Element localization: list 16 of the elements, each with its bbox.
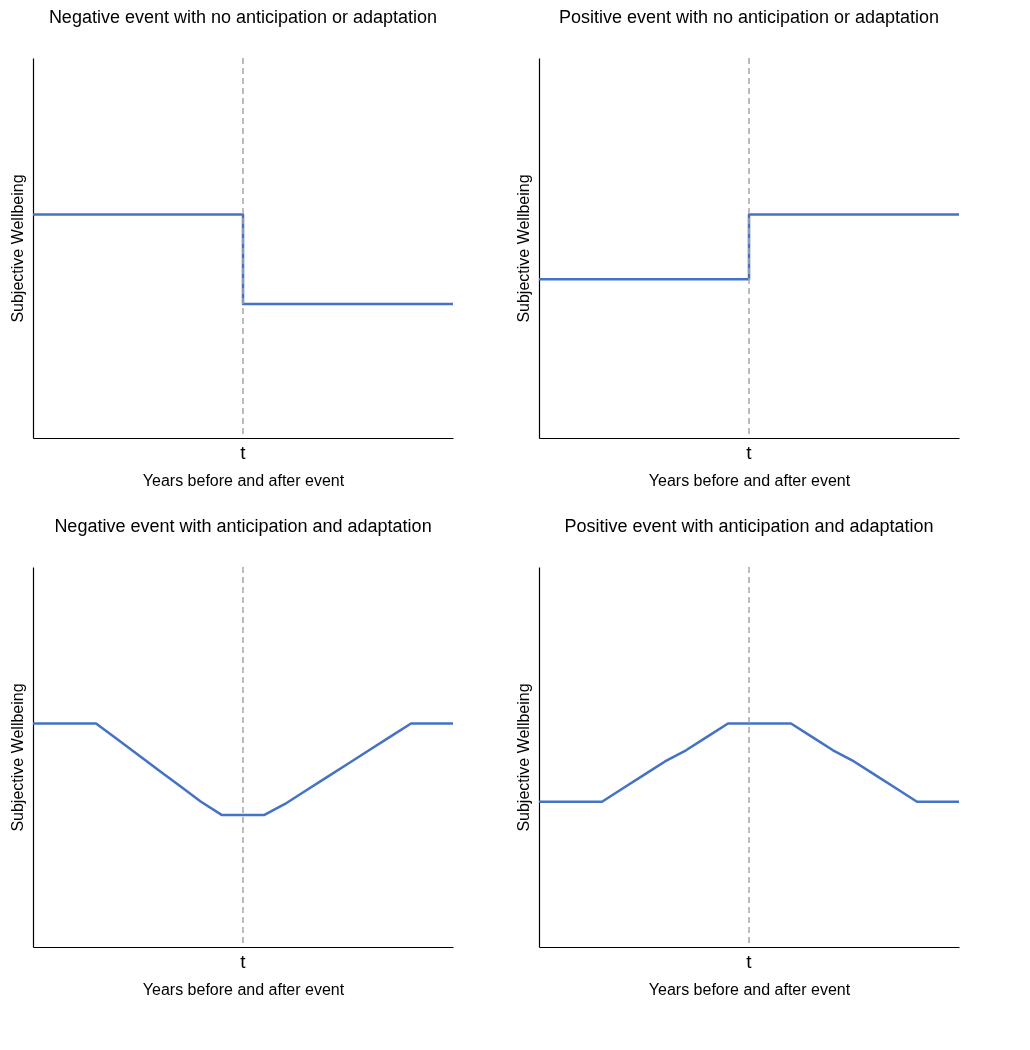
x-axis-title: Years before and after event	[142, 980, 345, 998]
x-axis-title: Years before and after event	[648, 471, 851, 489]
text: t	[746, 442, 753, 463]
x-axis-title: Years before and after event	[142, 471, 345, 489]
y-axis-title: Subjective Wellbeing	[514, 683, 532, 832]
chart-title: Negative event with anticipation and adaptation	[54, 516, 432, 537]
chart-title: Negative event with no anticipation or adaptation	[48, 7, 438, 28]
chart-title: Positive event with anticipation and adaptation	[564, 516, 934, 537]
text: t	[746, 951, 753, 972]
x-axis-title: Years before and after event	[648, 980, 851, 998]
y-axis-title: Subjective Wellbeing	[8, 683, 26, 832]
text: t	[240, 442, 247, 463]
y-axis-title: Subjective Wellbeing	[514, 174, 532, 323]
chart-title: Positive event with no anticipation or adaptation	[558, 7, 940, 28]
text: t	[240, 951, 247, 972]
y-axis-title: Subjective Wellbeing	[8, 174, 26, 323]
